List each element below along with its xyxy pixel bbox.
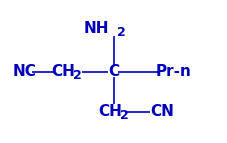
Text: 2: 2 xyxy=(120,109,129,122)
Text: Pr-n: Pr-n xyxy=(156,64,192,79)
Text: CH: CH xyxy=(52,64,76,79)
Text: NC: NC xyxy=(13,64,37,79)
Text: CN: CN xyxy=(150,104,174,119)
Text: CH: CH xyxy=(98,104,122,119)
Text: 2: 2 xyxy=(74,69,82,82)
Text: 2: 2 xyxy=(117,26,126,39)
Text: C: C xyxy=(108,64,119,79)
Text: NH: NH xyxy=(84,21,109,36)
